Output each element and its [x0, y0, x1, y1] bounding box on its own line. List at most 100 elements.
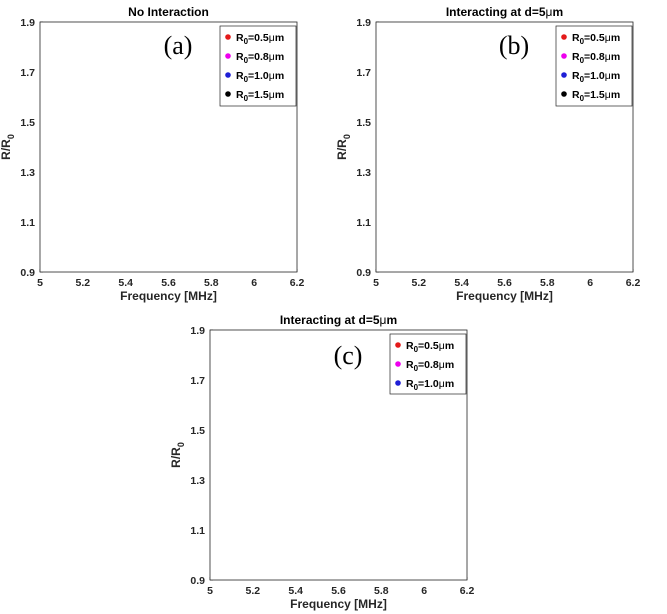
legend-r: R — [572, 70, 580, 82]
y-tick-label: 1.7 — [356, 67, 371, 79]
chart-title: Interacting at d=5μm — [446, 5, 563, 19]
title-part: No Interaction — [128, 5, 209, 19]
x-axis-label: Frequency [MHz] — [120, 289, 217, 303]
y-tick-label: 0.9 — [356, 267, 371, 279]
legend-entry: R0=0.8μm — [572, 51, 620, 65]
y-axis-label: R/R0 — [0, 134, 16, 160]
y-tick-label: 0.9 — [190, 575, 205, 587]
x-tick-label: 5.8 — [540, 277, 555, 289]
legend-value: =0.5 — [418, 340, 439, 352]
legend-entry: R0=1.0μm — [236, 70, 284, 84]
legend-unit: m — [611, 32, 620, 44]
title-part: m — [386, 313, 397, 327]
legend-sub: 0 — [244, 75, 249, 84]
legend-r: R — [236, 32, 244, 44]
legend-marker-magenta — [225, 53, 231, 59]
legend-sub: 0 — [414, 364, 419, 373]
x-tick-label: 5.2 — [412, 277, 427, 289]
title-mu: μ — [546, 5, 553, 19]
legend-mu: μ — [439, 378, 445, 390]
legend-mu: μ — [269, 51, 275, 63]
legend-unit: m — [445, 340, 454, 352]
y-tick-label: 1.7 — [20, 67, 35, 79]
legend-entry: R0=1.0μm — [572, 70, 620, 84]
legend-unit: m — [611, 70, 620, 82]
legend-box — [389, 333, 467, 395]
x-axis-label: Frequency [MHz] — [290, 597, 387, 611]
x-tick-label: 5.2 — [76, 277, 91, 289]
legend-r: R — [236, 89, 244, 101]
panel-label: (a) — [164, 31, 193, 60]
legend-box — [555, 25, 633, 107]
legend-mu: μ — [605, 89, 611, 101]
legend-r: R — [406, 359, 414, 371]
chart-panel-1: 5 5.2 5.4 5.6 5.8 6 6.2 0.9 1.1 1.3 1.5 1.7 1.9 No In… — [0, 5, 304, 303]
x-tick-label: 5.6 — [331, 585, 346, 597]
legend-mu: μ — [605, 32, 611, 44]
legend-mu: μ — [269, 32, 275, 44]
legend-sub: 0 — [244, 56, 249, 65]
title-part: Interacting at d=5 — [446, 5, 546, 19]
y-label-sub: 0 — [176, 442, 186, 447]
chart-panel-2: 5 5.2 5.4 5.6 5.8 6 6.2 0.9 1.1 1.3 1.5 1.7 1.9 Inter… — [335, 5, 640, 303]
legend-entry: R0=0.8μm — [406, 359, 454, 373]
legend-unit: m — [275, 32, 284, 44]
y-label-main: R/R — [335, 139, 349, 160]
y-label-sub: 0 — [342, 134, 352, 139]
legend-unit: m — [275, 70, 284, 82]
legend-mu: μ — [605, 70, 611, 82]
y-tick-label: 1.1 — [190, 525, 205, 537]
legend-r: R — [406, 340, 414, 352]
legend-marker-magenta — [561, 53, 567, 59]
y-axis-label: R/R0 — [335, 134, 352, 160]
chart-panel-3: 5 5.2 5.4 5.6 5.8 6 6.2 0.9 1.1 1.3 1.5 1.7 1.9 Inter… — [169, 313, 474, 611]
legend-unit: m — [275, 51, 284, 63]
y-tick-label: 1.5 — [356, 117, 371, 129]
legend-marker-blue — [395, 380, 401, 386]
legend-marker-black — [561, 91, 567, 97]
legend-entry: R0=1.5μm — [572, 89, 620, 103]
legend-mu: μ — [269, 70, 275, 82]
x-tick-label: 5.4 — [118, 277, 133, 289]
title-part: Interacting at d=5 — [280, 313, 380, 327]
legend-marker-black — [225, 91, 231, 97]
x-tick-label: 6.2 — [290, 277, 305, 289]
legend-value: =1.0 — [584, 70, 605, 82]
legend-mu: μ — [605, 51, 611, 63]
y-tick-label: 1.3 — [190, 475, 205, 487]
legend-sub: 0 — [580, 75, 585, 84]
legend-r: R — [572, 32, 580, 44]
y-tick-label: 1.1 — [20, 217, 35, 229]
x-tick-label: 5 — [373, 277, 379, 289]
legend-value: =1.5 — [584, 89, 605, 101]
y-tick-label: 1.9 — [356, 17, 371, 29]
y-axis-label: R/R0 — [169, 442, 186, 468]
legend-unit: m — [611, 51, 620, 63]
legend-value: =0.8 — [584, 51, 605, 63]
x-tick-label: 6 — [587, 277, 593, 289]
legend-unit: m — [275, 89, 284, 101]
legend-unit: m — [445, 378, 454, 390]
legend-value: =1.5 — [248, 89, 269, 101]
legend-sub: 0 — [580, 94, 585, 103]
legend-marker-blue — [561, 72, 567, 78]
legend-entry: R0=0.5μm — [236, 32, 284, 46]
x-tick-label: 6.2 — [626, 277, 641, 289]
legend-box — [219, 25, 297, 107]
legend-unit: m — [611, 89, 620, 101]
legend-entry: R0=0.8μm — [236, 51, 284, 65]
legend-entry: R0=0.5μm — [572, 32, 620, 46]
legend-r: R — [236, 51, 244, 63]
legend-marker-magenta — [395, 361, 401, 367]
y-label-sub: 0 — [6, 134, 16, 139]
y-tick-label: 1.9 — [20, 17, 35, 29]
legend-sub: 0 — [244, 94, 249, 103]
legend-value: =0.8 — [418, 359, 439, 371]
legend-r: R — [572, 51, 580, 63]
y-tick-label: 1.5 — [190, 425, 205, 437]
legend-sub: 0 — [414, 383, 419, 392]
x-tick-label: 5.6 — [497, 277, 512, 289]
